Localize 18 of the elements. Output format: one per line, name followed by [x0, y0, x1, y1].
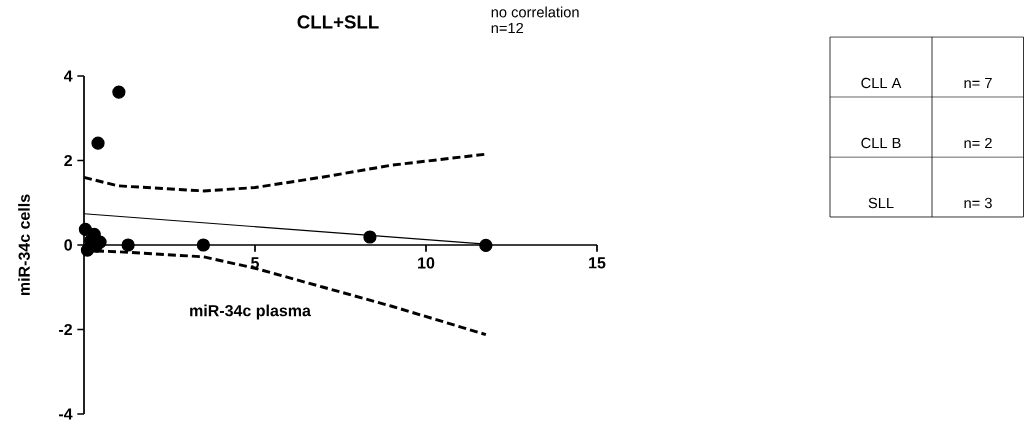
chart-title: CLL+SLL — [297, 15, 379, 29]
x-tick-label: 15 — [589, 257, 606, 269]
text: no correlation — [491, 6, 579, 18]
x-axis-title: miR-34c plasma — [190, 304, 311, 320]
text: n= 3 — [964, 197, 992, 209]
text: n= 2 — [964, 137, 992, 149]
y-tick-label: 4 — [63, 70, 73, 82]
x-tick-label: 10 — [418, 257, 435, 269]
y-tick-label: -2 — [59, 323, 72, 336]
y-tick-label: -4 — [59, 408, 73, 420]
y-tick-label: 0 — [64, 239, 72, 251]
text: n= 7 — [964, 77, 992, 89]
text: SLL — [868, 197, 894, 209]
y-axis-title: miR-34c cells — [18, 194, 30, 296]
text: n=12 — [491, 22, 524, 34]
text: CLL A — [861, 77, 902, 89]
text: CLL B — [861, 137, 901, 149]
y-tick-label: 2 — [64, 154, 72, 167]
